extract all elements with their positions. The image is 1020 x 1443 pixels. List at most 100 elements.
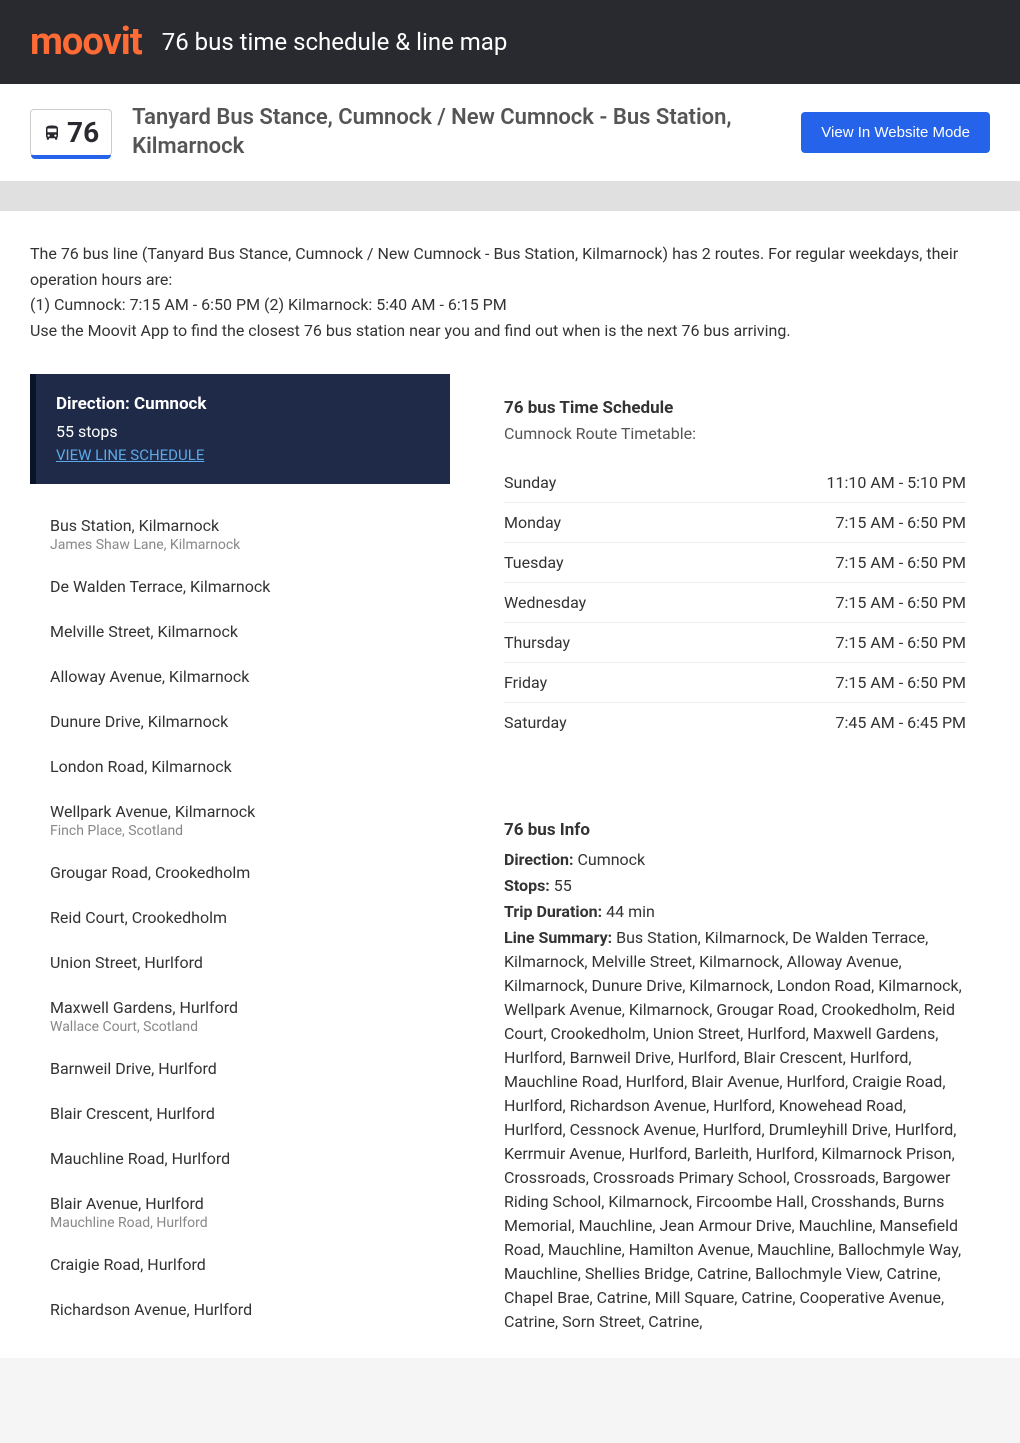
stop-item: Wellpark Avenue, Kilmarnock Finch Place, … xyxy=(30,790,450,851)
schedule-row: Tuesday 7:15 AM - 6:50 PM xyxy=(504,543,966,583)
schedule-day: Monday xyxy=(504,513,561,532)
stop-item: Grougar Road, Crookedholm xyxy=(30,851,450,896)
stop-name: Maxwell Gardens, Hurlford xyxy=(50,998,430,1017)
schedule-row: Friday 7:15 AM - 6:50 PM xyxy=(504,663,966,703)
stop-sublabel: James Shaw Lane, Kilmarnock xyxy=(50,537,430,553)
info-direction: Direction: Cumnock xyxy=(504,848,966,872)
page-header: moovit 76 bus time schedule & line map xyxy=(0,0,1020,84)
schedule-time: 7:15 AM - 6:50 PM xyxy=(836,673,966,692)
info-summary-value: Bus Station, Kilmarnock, De Walden Terra… xyxy=(504,928,962,1331)
stop-name: Bus Station, Kilmarnock xyxy=(50,516,430,535)
direction-header: Direction: Cumnock 55 stops VIEW LINE SC… xyxy=(30,374,450,484)
stop-name: Melville Street, Kilmarnock xyxy=(50,622,430,641)
stop-name: Union Street, Hurlford xyxy=(50,953,430,972)
schedule-day: Tuesday xyxy=(504,553,564,572)
stop-name: De Walden Terrace, Kilmarnock xyxy=(50,577,430,596)
info-summary-label: Line Summary: xyxy=(504,928,612,947)
stop-name: Barnweil Drive, Hurlford xyxy=(50,1059,430,1078)
stop-name: Mauchline Road, Hurlford xyxy=(50,1149,430,1168)
stop-sublabel: Mauchline Road, Hurlford xyxy=(50,1215,430,1231)
left-column: Direction: Cumnock 55 stops VIEW LINE SC… xyxy=(30,374,450,1358)
schedule-table: Sunday 11:10 AM - 5:10 PM Monday 7:15 AM - … xyxy=(504,463,966,742)
info-stops: Stops: 55 xyxy=(504,874,966,898)
schedule-day: Thursday xyxy=(504,633,570,652)
moovit-logo: moovit xyxy=(30,20,142,64)
header-title: 76 bus time schedule & line map xyxy=(162,28,508,56)
route-bar: 76 Tanyard Bus Stance, Cumnock / New Cum… xyxy=(0,84,1020,181)
stop-item: Bus Station, Kilmarnock James Shaw Lane, … xyxy=(30,504,450,565)
schedule-day: Saturday xyxy=(504,713,567,732)
right-column: 76 bus Time Schedule Cumnock Route Timet… xyxy=(480,374,990,1358)
stop-item: Union Street, Hurlford xyxy=(30,941,450,986)
stop-item: Richardson Avenue, Hurlford xyxy=(30,1288,450,1333)
schedule-row: Monday 7:15 AM - 6:50 PM xyxy=(504,503,966,543)
stop-name: Blair Avenue, Hurlford xyxy=(50,1194,430,1213)
stop-name: Richardson Avenue, Hurlford xyxy=(50,1300,430,1319)
stop-sublabel: Finch Place, Scotland xyxy=(50,823,430,839)
stop-name: Dunure Drive, Kilmarnock xyxy=(50,712,430,731)
info-summary: Line Summary: Bus Station, Kilmarnock, D… xyxy=(504,926,966,1334)
divider-bar xyxy=(0,181,1020,211)
stop-item: Blair Avenue, Hurlford Mauchline Road, Hu… xyxy=(30,1182,450,1243)
direction-title: Direction: Cumnock xyxy=(56,394,430,414)
info-stops-label: Stops: xyxy=(504,876,550,895)
route-title: Tanyard Bus Stance, Cumnock / New Cumnoc… xyxy=(132,104,801,161)
stop-name: Reid Court, Crookedholm xyxy=(50,908,430,927)
info-duration: Trip Duration: 44 min xyxy=(504,900,966,924)
stops-count: 55 stops xyxy=(56,422,430,441)
schedule-time: 7:15 AM - 6:50 PM xyxy=(836,633,966,652)
route-description: The 76 bus line (Tanyard Bus Stance, Cum… xyxy=(0,211,1020,373)
route-badge: 76 xyxy=(30,109,112,156)
stop-item: Craigie Road, Hurlford xyxy=(30,1243,450,1288)
stop-item: Blair Crescent, Hurlford xyxy=(30,1092,450,1137)
info-direction-value: Cumnock xyxy=(573,850,645,869)
schedule-day: Wednesday xyxy=(504,593,586,612)
info-duration-label: Trip Duration: xyxy=(504,902,602,921)
schedule-time: 7:45 AM - 6:45 PM xyxy=(836,713,966,732)
schedule-time: 7:15 AM - 6:50 PM xyxy=(836,593,966,612)
info-stops-value: 55 xyxy=(550,876,572,895)
stop-item: Reid Court, Crookedholm xyxy=(30,896,450,941)
schedule-time: 7:15 AM - 6:50 PM xyxy=(836,553,966,572)
bus-icon xyxy=(43,124,61,142)
stop-item: Mauchline Road, Hurlford xyxy=(30,1137,450,1182)
stop-sublabel: Wallace Court, Scotland xyxy=(50,1019,430,1035)
stop-name: Grougar Road, Crookedholm xyxy=(50,863,430,882)
stop-name: Alloway Avenue, Kilmarnock xyxy=(50,667,430,686)
schedule-title: 76 bus Time Schedule xyxy=(504,398,966,418)
schedule-row: Wednesday 7:15 AM - 6:50 PM xyxy=(504,583,966,623)
info-title: 76 bus Info xyxy=(504,820,966,840)
stop-item: Barnweil Drive, Hurlford xyxy=(30,1047,450,1092)
website-mode-button[interactable]: View In Website Mode xyxy=(801,112,990,153)
stop-item: Melville Street, Kilmarnock xyxy=(30,610,450,655)
schedule-time: 11:10 AM - 5:10 PM xyxy=(827,473,966,492)
schedule-time: 7:15 AM - 6:50 PM xyxy=(836,513,966,532)
schedule-row: Saturday 7:45 AM - 6:45 PM xyxy=(504,703,966,742)
info-card: 76 bus Info Direction: Cumnock Stops: 55… xyxy=(480,796,990,1358)
schedule-day: Friday xyxy=(504,673,547,692)
stops-list: Bus Station, Kilmarnock James Shaw Lane, … xyxy=(30,484,450,1353)
schedule-day: Sunday xyxy=(504,473,556,492)
stop-item: Maxwell Gardens, Hurlford Wallace Court, … xyxy=(30,986,450,1047)
schedule-row: Thursday 7:15 AM - 6:50 PM xyxy=(504,623,966,663)
stop-item: Alloway Avenue, Kilmarnock xyxy=(30,655,450,700)
stop-name: Craigie Road, Hurlford xyxy=(50,1255,430,1274)
stop-name: Wellpark Avenue, Kilmarnock xyxy=(50,802,430,821)
info-direction-label: Direction: xyxy=(504,850,573,869)
stop-item: De Walden Terrace, Kilmarnock xyxy=(30,565,450,610)
stop-name: London Road, Kilmarnock xyxy=(50,757,430,776)
view-schedule-link[interactable]: VIEW LINE SCHEDULE xyxy=(56,446,204,464)
info-duration-value: 44 min xyxy=(602,902,655,921)
stop-item: Dunure Drive, Kilmarnock xyxy=(30,700,450,745)
schedule-card: 76 bus Time Schedule Cumnock Route Timet… xyxy=(480,374,990,766)
main-content: 76 Tanyard Bus Stance, Cumnock / New Cum… xyxy=(0,84,1020,1358)
route-number: 76 xyxy=(67,116,99,149)
stop-name: Blair Crescent, Hurlford xyxy=(50,1104,430,1123)
stop-item: London Road, Kilmarnock xyxy=(30,745,450,790)
content-columns: Direction: Cumnock 55 stops VIEW LINE SC… xyxy=(0,374,1020,1358)
schedule-subtitle: Cumnock Route Timetable: xyxy=(504,424,966,443)
description-line: Use the Moovit App to find the closest 7… xyxy=(30,318,990,344)
schedule-row: Sunday 11:10 AM - 5:10 PM xyxy=(504,463,966,503)
description-line: (1) Cumnock: 7:15 AM - 6:50 PM (2) Kilma… xyxy=(30,292,990,318)
description-line: The 76 bus line (Tanyard Bus Stance, Cum… xyxy=(30,241,990,292)
